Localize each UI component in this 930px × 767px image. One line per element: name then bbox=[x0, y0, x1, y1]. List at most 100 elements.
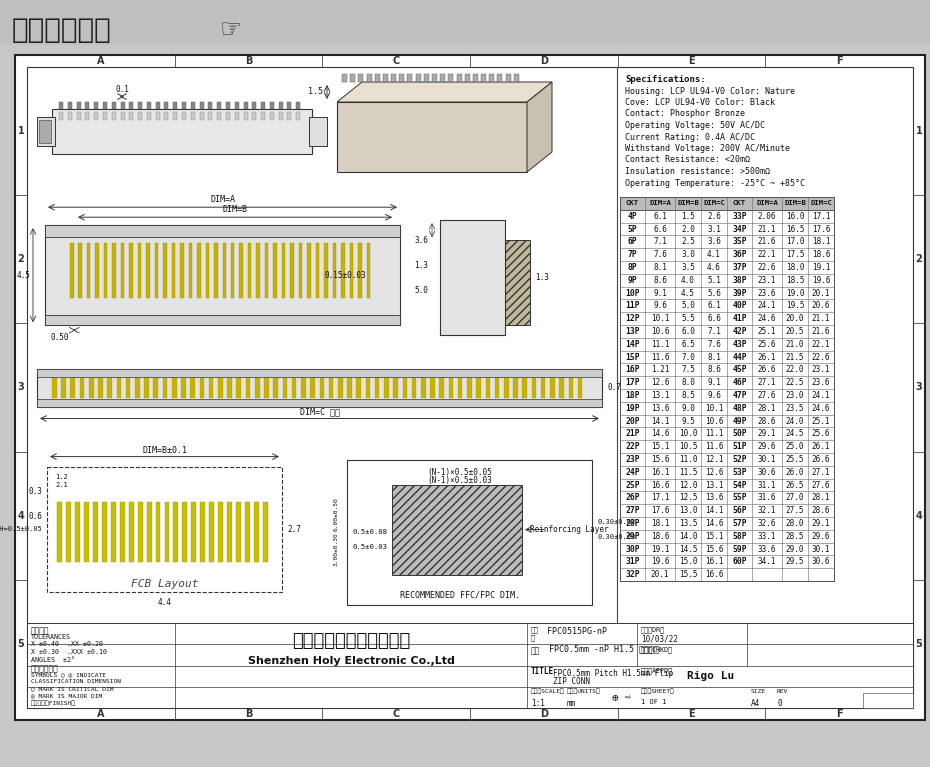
Text: 8.0: 8.0 bbox=[681, 378, 695, 387]
Text: 17.1: 17.1 bbox=[651, 493, 670, 502]
Text: 19.1: 19.1 bbox=[812, 263, 830, 272]
Bar bbox=[457, 74, 461, 82]
Text: 1: 1 bbox=[916, 126, 923, 136]
Text: 18P: 18P bbox=[625, 391, 640, 400]
Text: 24.6: 24.6 bbox=[758, 314, 777, 323]
Text: 16P: 16P bbox=[625, 365, 640, 374]
Text: Contact Resistance: <20mΩ: Contact Resistance: <20mΩ bbox=[625, 156, 750, 164]
Text: 27.0: 27.0 bbox=[786, 493, 804, 502]
Bar bbox=[155, 101, 160, 109]
Bar bbox=[366, 243, 370, 298]
Bar bbox=[333, 243, 336, 298]
Text: 29P: 29P bbox=[625, 532, 640, 541]
Bar bbox=[200, 101, 204, 109]
Text: RECOMMENDED FFC/FPC DIM.: RECOMMENDED FFC/FPC DIM. bbox=[400, 591, 520, 600]
Text: 29.1: 29.1 bbox=[758, 430, 777, 438]
Bar bbox=[375, 74, 379, 82]
Text: 22.1: 22.1 bbox=[812, 340, 830, 349]
Bar bbox=[45, 315, 400, 325]
Text: 25.0: 25.0 bbox=[786, 442, 804, 451]
Text: 12.6: 12.6 bbox=[651, 378, 670, 387]
Bar bbox=[197, 243, 201, 298]
Bar bbox=[489, 74, 494, 82]
Bar bbox=[351, 74, 355, 82]
Text: 6.6: 6.6 bbox=[707, 314, 721, 323]
Text: 19.1: 19.1 bbox=[651, 545, 670, 554]
Bar bbox=[111, 502, 115, 561]
Bar bbox=[393, 377, 398, 397]
Text: 15.1: 15.1 bbox=[705, 532, 724, 541]
Text: 10.0: 10.0 bbox=[679, 430, 698, 438]
Text: 13.1: 13.1 bbox=[651, 391, 670, 400]
Text: 21.1: 21.1 bbox=[758, 225, 777, 233]
Text: 30.6: 30.6 bbox=[758, 468, 777, 477]
Text: mm: mm bbox=[567, 699, 577, 708]
Text: 6.00±0.50: 6.00±0.50 bbox=[334, 498, 339, 532]
Bar bbox=[439, 377, 444, 397]
Text: DIM=C 尺寸: DIM=C 尺寸 bbox=[299, 407, 339, 416]
Bar bbox=[297, 101, 300, 109]
Text: 0.30±0.03: 0.30±0.03 bbox=[597, 519, 635, 525]
Text: 4.5: 4.5 bbox=[681, 288, 695, 298]
Text: (N-1)×0.5±0.03: (N-1)×0.5±0.03 bbox=[427, 476, 492, 485]
Text: 24.1: 24.1 bbox=[758, 301, 777, 311]
Text: 16.0: 16.0 bbox=[786, 212, 804, 221]
Text: 13.1: 13.1 bbox=[705, 480, 724, 489]
Bar bbox=[252, 101, 257, 109]
Text: 17.1: 17.1 bbox=[812, 212, 830, 221]
Text: 0.50: 0.50 bbox=[51, 333, 69, 342]
Text: 12.5: 12.5 bbox=[679, 493, 698, 502]
Text: SYMBOLS ○ ◎ INDICATE: SYMBOLS ○ ◎ INDICATE bbox=[31, 672, 106, 677]
Bar bbox=[107, 377, 112, 397]
Text: 36P: 36P bbox=[732, 250, 747, 259]
Bar bbox=[37, 399, 602, 407]
Text: 33.1: 33.1 bbox=[758, 532, 777, 541]
Bar bbox=[116, 377, 121, 397]
Text: B: B bbox=[245, 709, 252, 719]
Text: ⇨: ⇨ bbox=[625, 692, 631, 702]
Bar bbox=[299, 243, 302, 298]
Text: 1.21: 1.21 bbox=[651, 365, 670, 374]
Text: 4: 4 bbox=[916, 511, 923, 521]
Polygon shape bbox=[527, 82, 552, 172]
Text: 48P: 48P bbox=[732, 403, 747, 413]
Text: DIM=B: DIM=B bbox=[784, 200, 806, 206]
Text: 10.1: 10.1 bbox=[651, 314, 670, 323]
Bar bbox=[341, 243, 345, 298]
Bar bbox=[350, 243, 353, 298]
Text: 25.1: 25.1 bbox=[758, 327, 777, 336]
Text: 2.5: 2.5 bbox=[681, 237, 695, 246]
Text: DIM=B: DIM=B bbox=[222, 206, 247, 214]
Text: 23.1: 23.1 bbox=[758, 275, 777, 285]
Text: 1 OF 1: 1 OF 1 bbox=[641, 699, 667, 705]
Text: 11.1: 11.1 bbox=[651, 340, 670, 349]
Text: 审: 审 bbox=[531, 634, 535, 640]
Bar bbox=[287, 112, 291, 120]
Bar bbox=[163, 377, 167, 397]
Text: 12.6: 12.6 bbox=[705, 468, 724, 477]
Text: DIM=A: DIM=A bbox=[210, 195, 235, 204]
Bar bbox=[227, 502, 232, 561]
Text: 24.5: 24.5 bbox=[786, 430, 804, 438]
Text: 44P: 44P bbox=[732, 353, 747, 361]
Text: 11.6: 11.6 bbox=[651, 353, 670, 361]
Text: 20.6: 20.6 bbox=[812, 301, 830, 311]
Text: 8.1: 8.1 bbox=[707, 353, 721, 361]
Bar bbox=[222, 243, 226, 298]
Text: 32.1: 32.1 bbox=[758, 506, 777, 515]
Bar bbox=[182, 101, 186, 109]
Text: 21.5: 21.5 bbox=[786, 353, 804, 361]
Bar bbox=[57, 502, 62, 561]
Bar bbox=[121, 101, 125, 109]
Text: 26.5: 26.5 bbox=[786, 480, 804, 489]
Text: 5: 5 bbox=[18, 639, 24, 649]
Bar bbox=[138, 502, 142, 561]
Text: 14.6: 14.6 bbox=[705, 519, 724, 528]
Bar bbox=[328, 377, 333, 397]
Text: 25.6: 25.6 bbox=[758, 340, 777, 349]
Text: 13.0: 13.0 bbox=[679, 506, 698, 515]
Bar bbox=[273, 377, 278, 397]
Text: 47P: 47P bbox=[732, 391, 747, 400]
Bar bbox=[498, 74, 502, 82]
Text: 20.5: 20.5 bbox=[786, 327, 804, 336]
